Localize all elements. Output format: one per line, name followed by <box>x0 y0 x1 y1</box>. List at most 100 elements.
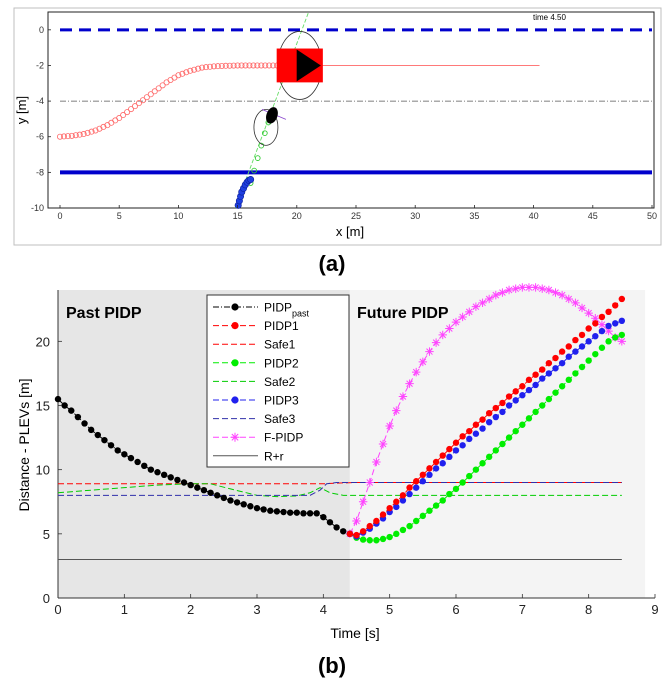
panel-a-y-tick-label: -10 <box>31 203 44 213</box>
series-f-pidp-point <box>484 294 494 304</box>
series-pidp1-point <box>406 484 413 491</box>
panel-a-x-tick-label: 45 <box>588 211 598 221</box>
series-pidp3-point <box>492 413 499 421</box>
series-pidp2-point <box>359 536 367 543</box>
panel-a-x-tick-label: 30 <box>410 211 420 221</box>
series-f-pidp-point <box>504 285 514 295</box>
series-pidp-point <box>227 497 234 504</box>
series-pidp-point <box>141 462 148 470</box>
future-region-label: Future PIDP <box>357 305 449 322</box>
figure-label-b: (b) <box>318 653 346 678</box>
series-pidp-point <box>240 501 247 508</box>
panel-b-x-axis-label: Time [s] <box>330 625 379 641</box>
series-pidp-point <box>180 479 188 486</box>
red-trajectory-point <box>222 62 229 69</box>
series-pidp2-point <box>373 537 380 544</box>
red-trajectory-point <box>155 85 162 92</box>
series-pidp-point <box>54 395 62 403</box>
series-pidp-point <box>87 426 95 434</box>
series-pidp2-point <box>505 434 513 441</box>
series-f-pidp-point <box>617 337 627 346</box>
legend-r-r-label: R+r <box>264 449 284 463</box>
series-pidp1-point <box>532 371 539 378</box>
series-f-pidp-point <box>511 284 520 293</box>
series-pidp2-point <box>479 460 486 467</box>
series-f-pidp-point <box>385 421 394 431</box>
green-trajectory-point <box>261 130 268 137</box>
series-pidp3-point <box>419 478 427 485</box>
red-trajectory-point <box>230 62 237 69</box>
legend-safe1-label: Safe1 <box>264 338 296 352</box>
red-trajectory-point <box>151 88 158 95</box>
series-pidp2-point <box>366 537 373 544</box>
series-pidp2-point <box>539 402 546 409</box>
series-pidp-point <box>134 458 141 466</box>
panel-b-y-tick-label: 10 <box>36 463 50 478</box>
series-pidp3-point <box>446 453 453 461</box>
series-pidp1-point <box>466 427 473 435</box>
series-f-pidp-point <box>458 312 467 322</box>
series-pidp3-point <box>545 370 553 377</box>
series-f-pidp-point <box>571 298 580 308</box>
series-pidp3-point <box>532 381 539 389</box>
series-pidp1-point <box>612 302 619 309</box>
series-pidp-point <box>101 436 108 444</box>
legend: PIDPpastPIDP1Safe1PIDP2Safe2PIDP3Safe3F-… <box>206 294 350 468</box>
red-trajectory-point <box>143 94 150 101</box>
legend-pidp-swatch-marker <box>231 303 239 311</box>
series-pidp3-point <box>406 490 413 498</box>
series-pidp-point <box>253 504 261 512</box>
series-pidp2-point <box>525 415 533 422</box>
series-pidp-point <box>340 528 347 535</box>
series-pidp-point <box>114 447 121 454</box>
figure-label-a: (a) <box>319 251 346 276</box>
series-pidp3-point <box>572 348 579 355</box>
series-pidp-point <box>207 489 214 496</box>
legend-items: PIDPpastPIDP1Safe1PIDP2Safe2PIDP3Safe3F-… <box>213 301 310 463</box>
series-pidp-point <box>220 494 228 502</box>
red-trajectory-point <box>214 63 221 70</box>
black-vehicle <box>266 107 278 124</box>
series-pidp2-point <box>519 421 526 428</box>
series-f-pidp-point <box>438 330 447 340</box>
series-pidp2-point <box>532 408 539 416</box>
series-pidp2-point <box>432 502 440 509</box>
legend-pidp1-label: PIDP1 <box>264 319 299 333</box>
series-pidp3-point <box>612 320 619 327</box>
series-pidp2-point <box>552 389 559 396</box>
series-pidp3-point <box>618 317 626 324</box>
legend-pidp3-swatch-marker <box>231 396 239 404</box>
series-f-pidp-point <box>465 307 474 317</box>
red-trajectory-point <box>195 65 202 72</box>
series-pidp2-point <box>379 535 387 543</box>
series-pidp2-point <box>578 363 586 371</box>
series-pidp1-point <box>519 383 526 390</box>
series-f-pidp-point <box>604 326 613 336</box>
red-trajectory-point <box>226 62 233 69</box>
series-pidp-point <box>61 402 68 409</box>
series-pidp3-point <box>578 343 586 350</box>
red-trajectory-point <box>76 131 83 138</box>
panel-a-annotation: time 4.50 <box>533 13 566 22</box>
series-f-pidp-point <box>591 314 600 323</box>
panel-b-x-tick-label: 6 <box>452 602 459 617</box>
panel-a-x-tick-label: 35 <box>469 211 479 221</box>
series-pidp1-point <box>426 465 433 472</box>
series-pidp3-point <box>552 365 559 372</box>
series-pidp1-point <box>605 308 612 316</box>
series-pidp2-point <box>459 479 466 486</box>
panel-a-y-tick-label: -8 <box>36 167 44 177</box>
series-pidp2-point <box>565 376 572 384</box>
series-pidp2-point <box>406 522 413 530</box>
panel-a-x-tick-label: 20 <box>292 211 302 221</box>
red-trajectory-point <box>64 133 71 140</box>
panel-b-x-tick-label: 3 <box>253 602 260 617</box>
series-pidp-point <box>247 503 254 510</box>
series-f-pidp-point <box>491 290 500 300</box>
panel-a-marks <box>57 11 652 209</box>
red-trajectory-point <box>206 63 213 70</box>
series-f-pidp-point <box>577 303 587 313</box>
series-pidp3-point <box>466 435 473 443</box>
series-pidp2-point <box>605 338 612 345</box>
legend-pidp3-label: PIDP3 <box>264 394 299 408</box>
